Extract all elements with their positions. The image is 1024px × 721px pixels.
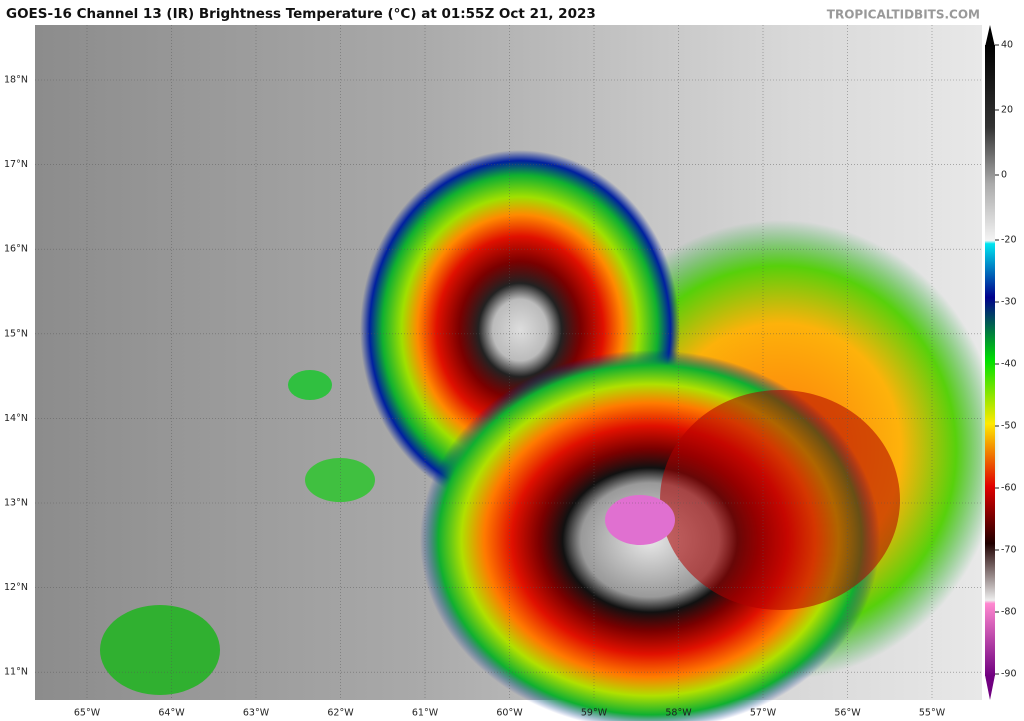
lat-label: 14°N	[4, 413, 28, 424]
lon-label: 64°W	[158, 708, 185, 719]
colorbar-ticks: 40 20 0 -20 -30 -40 -50 -60 -70 -80 -90	[995, 40, 1017, 680]
graticule: 18°N 17°N 16°N 15°N 14°N 13°N 12°N 11°N 65°W 64°W…	[4, 25, 982, 719]
lon-label: 57°W	[750, 708, 777, 719]
colorbar-label: -50	[1001, 421, 1017, 432]
colorbar	[985, 25, 995, 700]
credit: TROPICALTIDBITS.COM	[827, 8, 980, 22]
lon-label: 61°W	[412, 708, 439, 719]
lat-label: 13°N	[4, 498, 28, 509]
lat-label: 16°N	[4, 244, 28, 255]
colorbar-label: -40	[1001, 359, 1017, 370]
lon-label: 63°W	[243, 708, 270, 719]
colorbar-label: -70	[1001, 545, 1017, 556]
colorbar-label: 0	[1001, 170, 1007, 181]
lon-label: 56°W	[834, 708, 861, 719]
title: GOES-16 Channel 13 (IR) Brightness Tempe…	[6, 6, 596, 22]
colorbar-label: 20	[1001, 105, 1013, 116]
lat-label: 15°N	[4, 328, 28, 339]
lat-label: 12°N	[4, 582, 28, 593]
lat-label: 17°N	[4, 159, 28, 170]
lon-label: 60°W	[496, 708, 523, 719]
lon-label: 55°W	[919, 708, 946, 719]
lon-label: 59°W	[581, 708, 608, 719]
lon-label: 65°W	[74, 708, 101, 719]
lon-label: 58°W	[665, 708, 692, 719]
colorbar-label: -20	[1001, 235, 1017, 246]
lon-label: 62°W	[327, 708, 354, 719]
colorbar-label: -90	[1001, 669, 1017, 680]
lat-label: 11°N	[4, 667, 28, 678]
colorbar-label: -80	[1001, 607, 1017, 618]
colorbar-label: 40	[1001, 40, 1013, 51]
lat-label: 18°N	[4, 75, 28, 86]
map-imagery	[35, 25, 1000, 721]
colorbar-label: -60	[1001, 483, 1017, 494]
colorbar-label: -30	[1001, 297, 1017, 308]
